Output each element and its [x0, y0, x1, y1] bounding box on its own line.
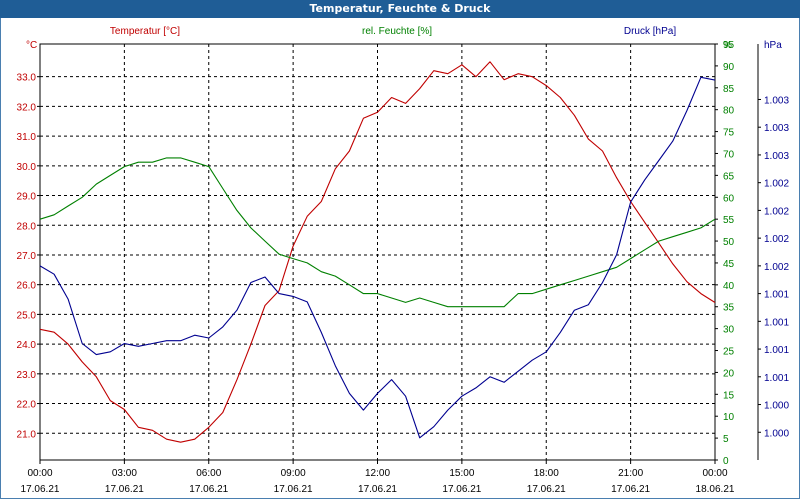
- x-tick-label-date: 17.06.21: [274, 484, 313, 495]
- series-line-humidity: [39, 157, 716, 308]
- x-tick-label-date: 17.06.21: [21, 484, 60, 495]
- x-tick-label-time: 09:00: [281, 468, 306, 479]
- temp-tick-label: 25.0: [17, 310, 37, 321]
- humidity-unit: %: [723, 40, 732, 51]
- temp-tick-label: 31.0: [17, 132, 37, 143]
- humidity-tick-label: 75: [723, 128, 735, 139]
- x-tick-label-time: 00:00: [702, 468, 727, 479]
- temp-tick-label: 29.0: [17, 192, 37, 203]
- x-tick-label-time: 21:00: [618, 468, 643, 479]
- series-label-humidity: rel. Feuchte [%]: [362, 26, 432, 37]
- humidity-tick-label: 55: [723, 215, 735, 226]
- pressure-tick-label: 1.003: [764, 151, 789, 162]
- pressure-tick-label: 1.001: [764, 345, 789, 356]
- x-tick-label-date: 17.06.21: [105, 484, 144, 495]
- pressure-tick-label: 1.000: [764, 428, 789, 439]
- temp-tick-label: 26.0: [17, 281, 37, 292]
- series-label-temperature: Temperatur [°C]: [110, 26, 180, 37]
- temp-unit: °C: [26, 40, 37, 51]
- humidity-tick-label: 60: [723, 193, 735, 204]
- x-tick-label-date: 18.06.21: [696, 484, 735, 495]
- temp-tick-label: 21.0: [17, 429, 37, 440]
- pressure-tick-label: 1.002: [764, 234, 789, 245]
- temp-tick-label: 30.0: [17, 162, 37, 173]
- x-tick-label-time: 12:00: [365, 468, 390, 479]
- chart-grid: [39, 43, 716, 461]
- x-tick-label-time: 06:00: [196, 468, 221, 479]
- pressure-tick-label: 1.002: [764, 206, 789, 217]
- x-tick-label-date: 17.06.21: [611, 484, 650, 495]
- humidity-tick-label: 95: [723, 40, 735, 51]
- humidity-tick-label: 35: [723, 303, 735, 314]
- humidity-tick-label: 20: [723, 368, 735, 379]
- humidity-tick-label: 25: [723, 347, 735, 358]
- humidity-tick-label: 70: [723, 149, 735, 160]
- temp-tick-label: 24.0: [17, 340, 37, 351]
- temp-tick-label: 28.0: [17, 221, 37, 232]
- humidity-tick-label: 90: [723, 62, 735, 73]
- pressure-unit: hPa: [764, 40, 782, 51]
- x-tick-label-time: 00:00: [27, 468, 52, 479]
- pressure-tick-label: 1.003: [764, 95, 789, 106]
- x-tick-label-time: 15:00: [449, 468, 474, 479]
- chart-series: [39, 61, 716, 443]
- series-line-temperature: [39, 61, 716, 443]
- chart-axes: 00:00 17.06.21 03:00 17.06.21 06:00 17.06.21 0…: [17, 26, 790, 495]
- temp-tick-label: 22.0: [17, 400, 37, 411]
- pressure-tick-label: 1.001: [764, 317, 789, 328]
- series-label-pressure: Druck [hPa]: [624, 26, 676, 37]
- pressure-tick-label: 1.003: [764, 123, 789, 134]
- chart-title: Temperatur, Feuchte & Druck: [0, 0, 800, 18]
- x-tick-label-date: 17.06.21: [189, 484, 228, 495]
- series-line-pressure: [39, 76, 716, 439]
- pressure-tick-label: 1.002: [764, 262, 789, 273]
- humidity-tick-label: 40: [723, 281, 735, 292]
- humidity-tick-label: 50: [723, 237, 735, 248]
- x-tick-label-date: 17.06.21: [442, 484, 481, 495]
- temp-tick-label: 23.0: [17, 370, 37, 381]
- pressure-tick-label: 1.002: [764, 179, 789, 190]
- x-tick-label-time: 18:00: [534, 468, 559, 479]
- pressure-tick-label: 1.001: [764, 290, 789, 301]
- humidity-tick-label: 10: [723, 412, 735, 423]
- temp-tick-label: 32.0: [17, 102, 37, 113]
- temp-tick-label: 33.0: [17, 73, 37, 84]
- humidity-tick-label: 65: [723, 171, 735, 182]
- humidity-tick-label: 0: [723, 456, 729, 467]
- humidity-tick-label: 5: [723, 434, 729, 445]
- pressure-tick-label: 1.001: [764, 373, 789, 384]
- x-tick-label-date: 17.06.21: [358, 484, 397, 495]
- humidity-tick-label: 15: [723, 390, 735, 401]
- humidity-tick-label: 45: [723, 259, 735, 270]
- x-tick-label-date: 17.06.21: [527, 484, 566, 495]
- pressure-tick-label: 1.000: [764, 401, 789, 412]
- humidity-tick-label: 80: [723, 106, 735, 117]
- humidity-tick-label: 85: [723, 84, 735, 95]
- humidity-tick-label: 30: [723, 325, 735, 336]
- x-tick-label-time: 03:00: [112, 468, 137, 479]
- temp-tick-label: 27.0: [17, 251, 37, 262]
